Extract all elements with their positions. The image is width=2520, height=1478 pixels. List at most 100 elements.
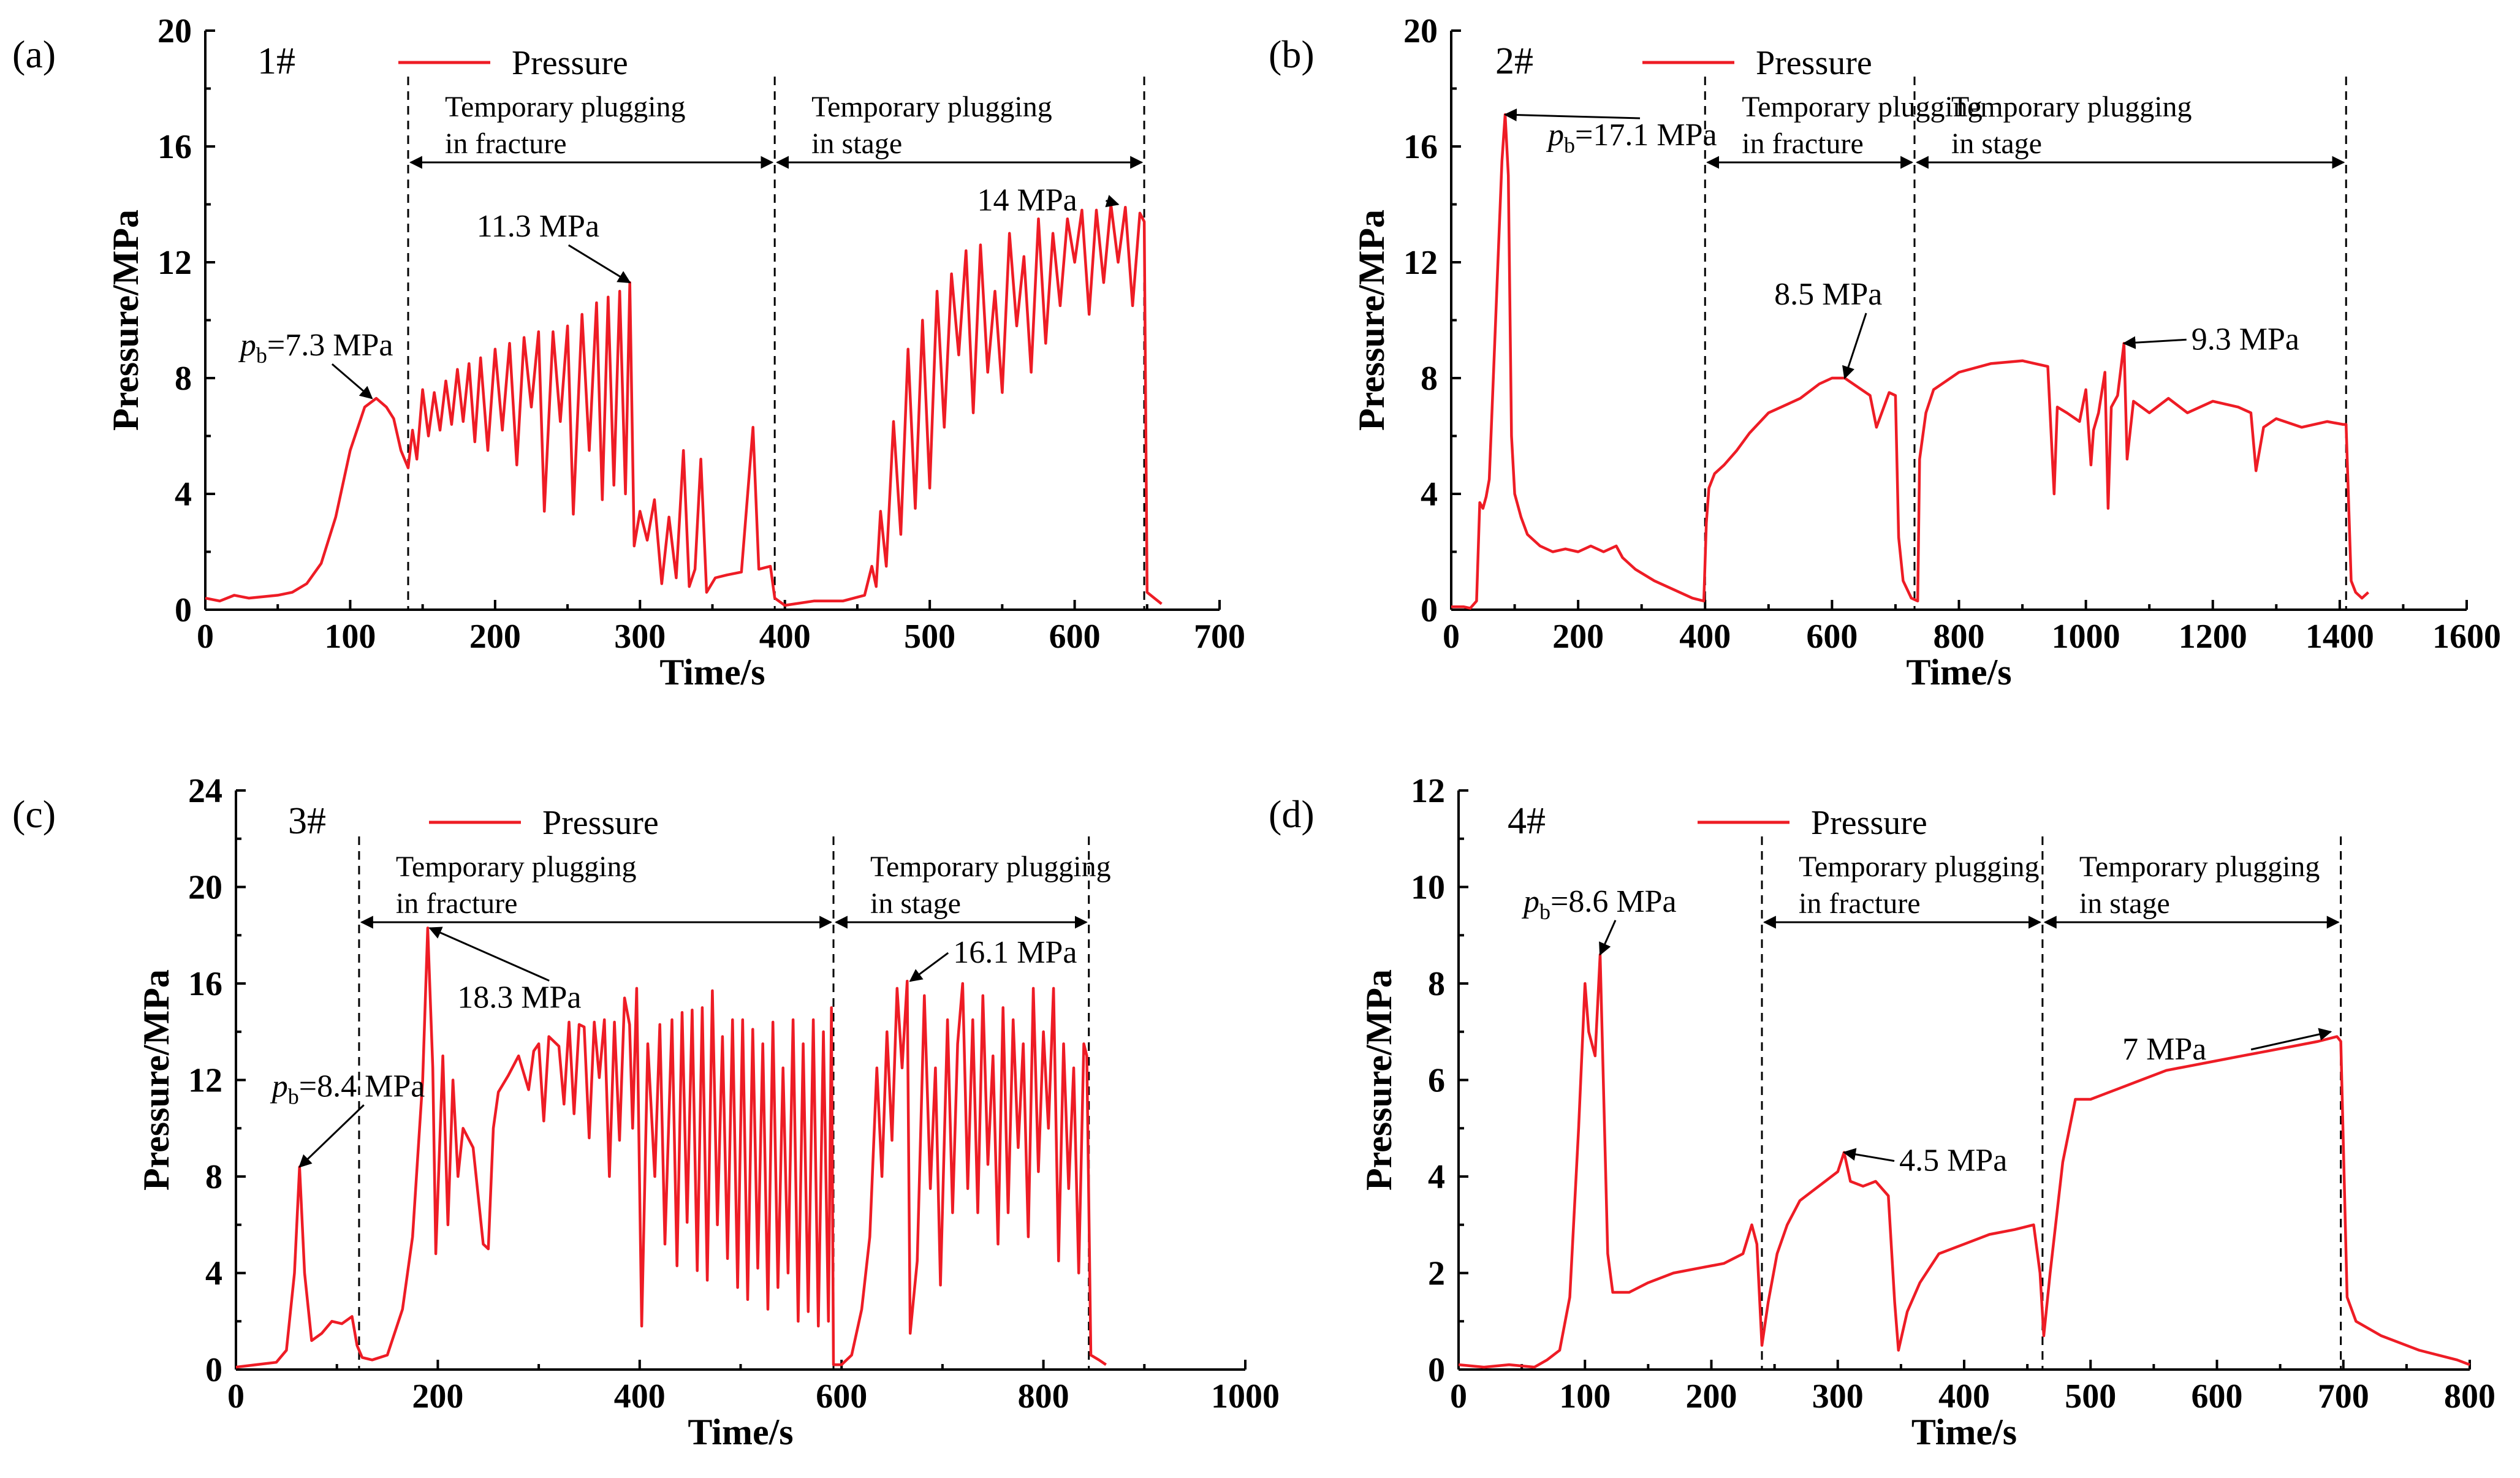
x-tick-label: 400 bbox=[614, 1378, 666, 1415]
x-axis-title: Time/s bbox=[659, 652, 765, 692]
y-axis-title: Pressure/MPa bbox=[105, 210, 146, 431]
peak-annotation: 18.3 MPa bbox=[457, 980, 581, 1015]
peak-annotation: 7 MPa bbox=[2122, 1032, 2206, 1067]
stage-label: Temporary plugging bbox=[396, 851, 637, 883]
y-tick-label: 16 bbox=[188, 965, 222, 1003]
x-tick-label: 800 bbox=[1934, 618, 1985, 656]
stage-label: in fracture bbox=[396, 887, 518, 920]
annotation-arrow bbox=[428, 927, 550, 982]
y-tick-label: 2 bbox=[1428, 1255, 1445, 1293]
y-tick-label: 0 bbox=[205, 1351, 222, 1389]
y-tick-label: 12 bbox=[1411, 772, 1445, 810]
x-tick-label: 1000 bbox=[1211, 1378, 1280, 1415]
annotation-arrow bbox=[331, 363, 373, 400]
x-tick-label: 300 bbox=[1812, 1378, 1864, 1415]
stage-label: Temporary plugging bbox=[2079, 851, 2320, 883]
x-tick-label: 800 bbox=[1018, 1378, 1069, 1415]
y-tick-label: 4 bbox=[205, 1255, 222, 1293]
stage-label: Temporary plugging bbox=[445, 91, 686, 123]
legend-label: Pressure bbox=[512, 44, 628, 82]
stage-label: in stage bbox=[2079, 887, 2170, 920]
annotation-arrow bbox=[1842, 313, 1867, 379]
x-tick-label: 500 bbox=[2065, 1378, 2116, 1415]
stage-label: Temporary plugging bbox=[811, 91, 1052, 123]
y-tick-label: 8 bbox=[1428, 965, 1445, 1003]
peak-annotation: pb=17.1 MPa bbox=[1546, 118, 1717, 157]
x-axis-title: Time/s bbox=[688, 1412, 793, 1452]
x-tick-label: 400 bbox=[1679, 618, 1731, 656]
panel-label: (d) bbox=[1269, 792, 1315, 836]
peak-annotation: 16.1 MPa bbox=[953, 935, 1077, 970]
y-tick-label: 4 bbox=[1428, 1158, 1445, 1196]
annotation-arrow bbox=[909, 952, 949, 982]
x-tick-label: 600 bbox=[1049, 618, 1101, 656]
x-tick-label: 200 bbox=[1552, 618, 1604, 656]
stage-label: Temporary plugging bbox=[1799, 851, 2040, 883]
x-tick-label: 100 bbox=[1559, 1378, 1611, 1415]
stage-label: Temporary plugging bbox=[870, 851, 1111, 883]
peak-annotation: 14 MPa bbox=[977, 183, 1077, 218]
pressure-series-line bbox=[1458, 953, 2470, 1369]
y-axis-title: Pressure/MPa bbox=[136, 969, 176, 1191]
x-tick-label: 1200 bbox=[2179, 618, 2247, 656]
stage-label: in fracture bbox=[1742, 127, 1864, 160]
y-tick-label: 12 bbox=[1403, 244, 1438, 282]
pressure-series-line bbox=[235, 927, 1107, 1369]
x-tick-label: 700 bbox=[2318, 1378, 2369, 1415]
peak-annotation: 4.5 MPa bbox=[1899, 1143, 2007, 1178]
legend-label: Pressure bbox=[542, 804, 659, 842]
stage-label: Temporary plugging bbox=[1742, 91, 1983, 123]
x-tick-label: 400 bbox=[1938, 1378, 1990, 1415]
x-tick-label: 700 bbox=[1194, 618, 1245, 656]
y-tick-label: 8 bbox=[175, 360, 192, 398]
y-tick-label: 8 bbox=[1421, 360, 1438, 398]
y-tick-label: 12 bbox=[158, 244, 192, 282]
y-tick-label: 6 bbox=[1428, 1062, 1445, 1100]
y-tick-label: 20 bbox=[188, 869, 222, 907]
y-tick-label: 16 bbox=[1403, 128, 1438, 166]
y-tick-label: 4 bbox=[175, 476, 192, 514]
y-tick-label: 20 bbox=[1403, 12, 1438, 50]
y-tick-label: 0 bbox=[175, 591, 192, 629]
x-tick-label: 0 bbox=[1443, 618, 1460, 656]
annotation-arrow bbox=[1503, 108, 1641, 122]
peak-annotation: 11.3 MPa bbox=[477, 209, 599, 244]
panel-label: (c) bbox=[12, 792, 56, 836]
peak-annotation: pb=8.6 MPa bbox=[1521, 884, 1677, 924]
peak-annotation: pb=8.4 MPa bbox=[270, 1069, 425, 1108]
y-tick-label: 4 bbox=[1421, 476, 1438, 514]
annotation-arrow bbox=[2122, 336, 2187, 349]
x-tick-label: 800 bbox=[2444, 1378, 2495, 1415]
x-tick-label: 500 bbox=[904, 618, 955, 656]
x-tick-label: 0 bbox=[227, 1378, 245, 1415]
stage-label: in stage bbox=[1951, 127, 2042, 160]
x-axis-title: Time/s bbox=[1911, 1412, 2017, 1452]
panel-a: 0 100 200 300 400 500 600 700 0 4 8 12 16 20 Time/s Pre… bbox=[12, 12, 1245, 692]
x-tick-label: 400 bbox=[759, 618, 811, 656]
panel-label: (a) bbox=[12, 32, 56, 76]
x-tick-label: 300 bbox=[614, 618, 666, 656]
annotation-arrow bbox=[1842, 1148, 1895, 1162]
y-tick-label: 12 bbox=[188, 1062, 222, 1100]
sample-label: 3# bbox=[288, 800, 326, 842]
x-tick-label: 200 bbox=[412, 1378, 463, 1415]
x-tick-label: 0 bbox=[197, 618, 214, 656]
y-tick-label: 10 bbox=[1411, 869, 1445, 907]
x-axis-title: Time/s bbox=[1906, 652, 2011, 692]
y-tick-label: 20 bbox=[158, 12, 192, 50]
annotation-arrow bbox=[298, 1104, 365, 1168]
stage-label: in fracture bbox=[445, 127, 567, 160]
annotation-arrow bbox=[567, 244, 631, 284]
stage-label: Temporary plugging bbox=[1951, 91, 2192, 123]
peak-annotation: pb=7.3 MPa bbox=[238, 328, 393, 368]
panel-d: 0 100 200 300 400 500 600 700 800 0 2 4 6 8 10 12 Time/s… bbox=[1269, 772, 2495, 1452]
stage-label: in stage bbox=[870, 887, 961, 920]
peak-annotation: 8.5 MPa bbox=[1774, 277, 1882, 312]
y-axis-title: Pressure/MPa bbox=[1359, 969, 1399, 1191]
y-tick-label: 24 bbox=[188, 772, 222, 810]
x-tick-label: 1000 bbox=[2052, 618, 2120, 656]
x-tick-label: 600 bbox=[2192, 1378, 2243, 1415]
sample-label: 4# bbox=[1508, 800, 1546, 842]
y-tick-label: 0 bbox=[1421, 591, 1438, 629]
